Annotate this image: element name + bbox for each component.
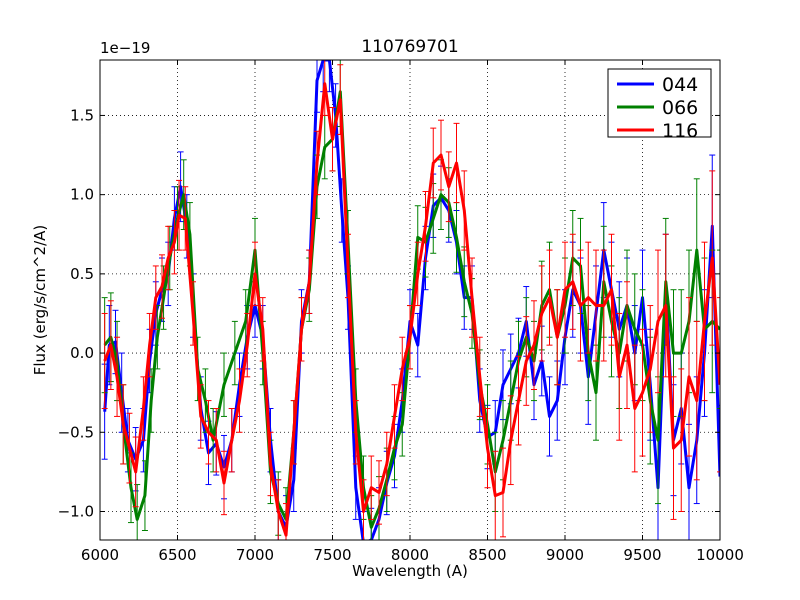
x-tick-label: 9500: [623, 546, 661, 564]
x-tick-label: 6500: [158, 546, 196, 564]
y-tick-label: 0.0: [70, 344, 94, 362]
legend-label-116: 116: [662, 120, 698, 142]
series-116-line: [103, 82, 720, 537]
x-tick-label: 8000: [391, 546, 429, 564]
y-tick-label: −1.0: [58, 502, 94, 520]
axis-ticks: 6000 6500 7000 7500 8000 8500 9000 9500 10000 −1.…: [58, 60, 744, 564]
x-tick-label: 9000: [546, 546, 584, 564]
legend-label-066: 066: [662, 97, 698, 119]
legend-box: [607, 68, 712, 138]
y-tick-label: 1.0: [70, 186, 94, 204]
y-tick-label: −0.5: [58, 423, 94, 441]
series-group: [101, 60, 720, 540]
x-tick-label: 7500: [313, 546, 351, 564]
x-tick-label: 6000: [81, 546, 119, 564]
x-axis-label: Wavelength (A): [352, 562, 468, 580]
x-tick-label: 7000: [236, 546, 274, 564]
x-tick-label: 10000: [696, 546, 744, 564]
legend-label-044: 044: [662, 74, 698, 96]
series-116-group: [101, 60, 720, 540]
y-tick-label: 0.5: [70, 265, 94, 283]
chart-title: 110769701: [361, 37, 458, 57]
x-tick-label: 8500: [468, 546, 506, 564]
y-offset-label: 1e−19: [100, 39, 150, 57]
y-axis-label: Flux (erg/s/cm^2/A): [31, 225, 49, 376]
y-tick-label: 1.5: [70, 106, 94, 124]
